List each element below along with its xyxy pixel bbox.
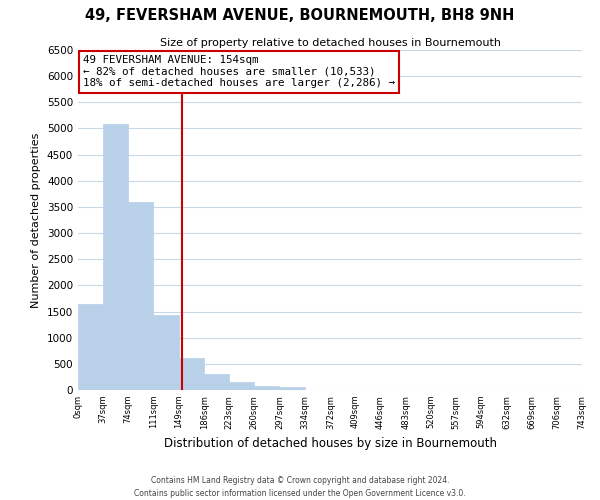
Title: Size of property relative to detached houses in Bournemouth: Size of property relative to detached ho… bbox=[160, 38, 500, 48]
Y-axis label: Number of detached properties: Number of detached properties bbox=[31, 132, 41, 308]
Bar bbox=[229, 382, 254, 390]
Bar bbox=[280, 388, 305, 390]
Bar bbox=[204, 374, 229, 390]
Bar bbox=[78, 304, 103, 390]
Text: Contains HM Land Registry data © Crown copyright and database right 2024.
Contai: Contains HM Land Registry data © Crown c… bbox=[134, 476, 466, 498]
Bar bbox=[128, 202, 153, 390]
Bar bbox=[153, 315, 179, 390]
Bar bbox=[254, 386, 280, 390]
Text: 49 FEVERSHAM AVENUE: 154sqm
← 82% of detached houses are smaller (10,533)
18% of: 49 FEVERSHAM AVENUE: 154sqm ← 82% of det… bbox=[83, 55, 395, 88]
Text: 49, FEVERSHAM AVENUE, BOURNEMOUTH, BH8 9NH: 49, FEVERSHAM AVENUE, BOURNEMOUTH, BH8 9… bbox=[85, 8, 515, 22]
Bar bbox=[103, 124, 128, 390]
Bar bbox=[179, 358, 204, 390]
X-axis label: Distribution of detached houses by size in Bournemouth: Distribution of detached houses by size … bbox=[163, 437, 497, 450]
